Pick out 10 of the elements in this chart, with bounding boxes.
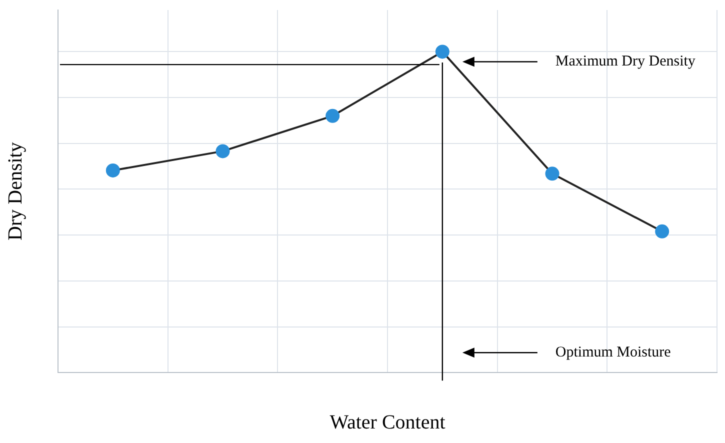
annotation: Maximum Dry Density	[555, 54, 696, 70]
y-axis-title: Dry Density	[4, 142, 26, 240]
x-axis-title: Water Content	[330, 411, 446, 434]
point	[435, 44, 450, 59]
annotation: Optimum Moisture	[555, 344, 672, 361]
point	[106, 163, 120, 178]
point	[655, 224, 670, 238]
point	[545, 166, 560, 181]
point	[216, 144, 230, 158]
point	[326, 108, 340, 123]
